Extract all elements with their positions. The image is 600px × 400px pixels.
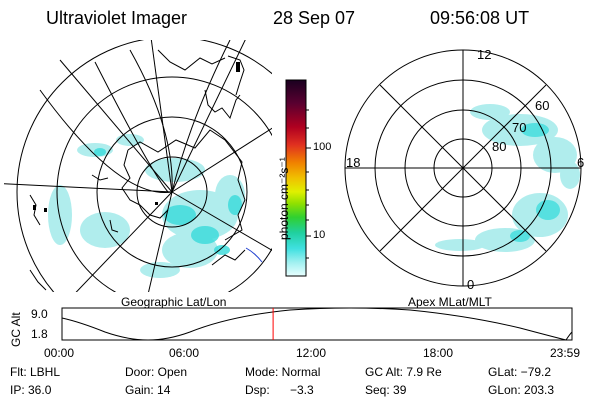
mlat-label-60: 60 <box>535 98 550 113</box>
time-tick-1200: 12:00 <box>296 346 327 360</box>
mlat-label-70: 70 <box>512 120 527 135</box>
mlt-label-6: 6 <box>577 155 585 170</box>
glat-info: GLat: −79.2 <box>488 365 552 379</box>
time-tick-0000: 00:00 <box>44 346 75 360</box>
colorbar-tick-10: 10 <box>313 229 326 241</box>
gain-info: Gain: 14 <box>125 383 171 397</box>
latitude-circles <box>16 40 272 292</box>
dsp-label: Dsp: <box>245 383 270 397</box>
left-panel-caption: Geographic Lat/Lon <box>121 295 227 309</box>
glon-info: GLon: 203.3 <box>488 383 555 397</box>
colorbar-tick-100: 100 <box>313 141 332 153</box>
mode-info: Mode: Normal <box>245 365 321 379</box>
instrument-title: Ultraviolet Imager <box>46 8 188 28</box>
longitude-arcs <box>39 40 231 194</box>
island-marks <box>33 62 240 212</box>
mlt-label-0: 0 <box>467 277 475 292</box>
aurora-bright-geographic <box>94 148 242 255</box>
observation-time: 09:56:08 UT <box>430 8 530 28</box>
colorbar-ticks <box>306 109 311 259</box>
geographic-plot <box>4 40 272 292</box>
terminator-line <box>245 247 263 263</box>
altitude-strip-frame <box>61 307 573 341</box>
coastlines <box>29 49 246 291</box>
time-tick-2359: 23:59 <box>550 346 581 360</box>
time-tick-0600: 06:00 <box>169 346 200 360</box>
right-panel-caption: Apex MLat/MLT <box>408 295 492 309</box>
aurora-bright-magnetic <box>510 123 560 242</box>
seq-info: Seq: 39 <box>365 383 407 397</box>
mlt-label-18: 18 <box>346 155 361 170</box>
observation-date: 28 Sep 07 <box>273 8 356 28</box>
altitude-curve <box>61 307 573 341</box>
dsp-value: −3.3 <box>290 383 314 397</box>
time-tick-1800: 18:00 <box>423 346 454 360</box>
gc-alt-info: GC Alt: 7.9 Re <box>365 365 442 379</box>
ip-info: IP: 36.0 <box>10 383 52 397</box>
altitude-tick-low: 1.8 <box>31 327 48 341</box>
filter-info: Flt: LBHL <box>10 365 61 379</box>
colorbar-gradient <box>285 79 307 277</box>
door-info: Door: Open <box>125 365 188 379</box>
altitude-tick-high: 9.0 <box>31 307 48 321</box>
mlt-spokes <box>345 50 581 286</box>
mlt-label-12: 12 <box>477 47 492 62</box>
mlat-label-80: 80 <box>492 139 507 154</box>
